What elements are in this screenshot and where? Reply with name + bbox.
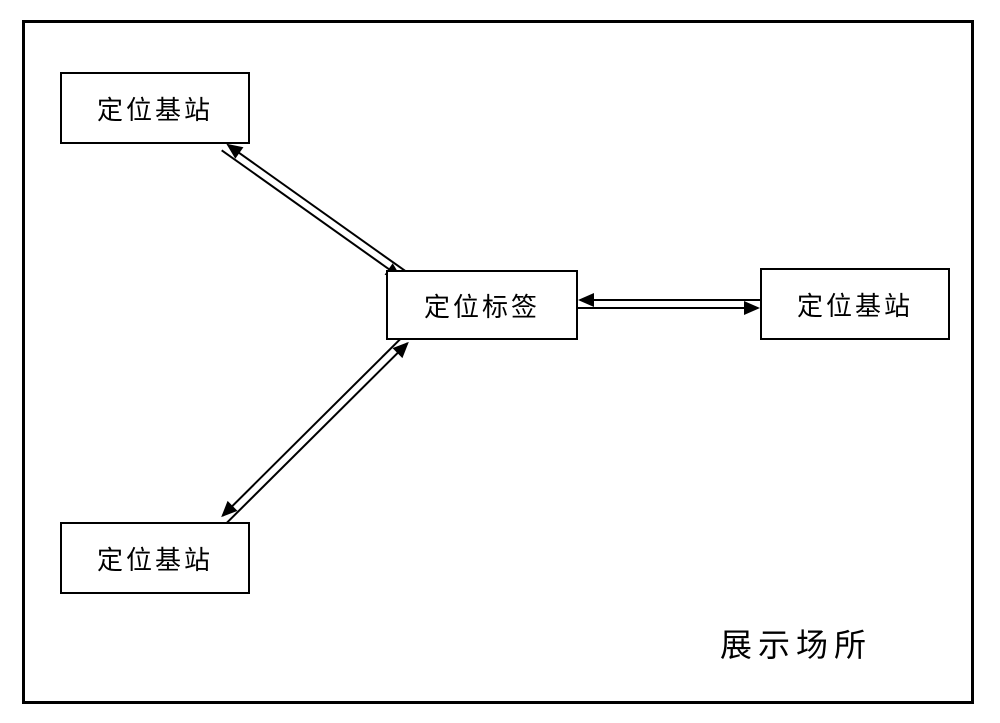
node-label: 定位基站 <box>797 286 913 323</box>
node-positioning-base-station-3: 定位基站 <box>760 268 950 340</box>
node-label: 定位基站 <box>97 90 213 127</box>
node-label: 定位标签 <box>424 287 540 324</box>
diagram-caption: 展示场所 <box>720 620 872 666</box>
node-positioning-base-station-2: 定位基站 <box>60 522 250 594</box>
node-positioning-tag: 定位标签 <box>386 270 578 340</box>
node-label: 定位基站 <box>97 540 213 577</box>
node-positioning-base-station-1: 定位基站 <box>60 72 250 144</box>
caption-text: 展示场所 <box>720 627 872 663</box>
